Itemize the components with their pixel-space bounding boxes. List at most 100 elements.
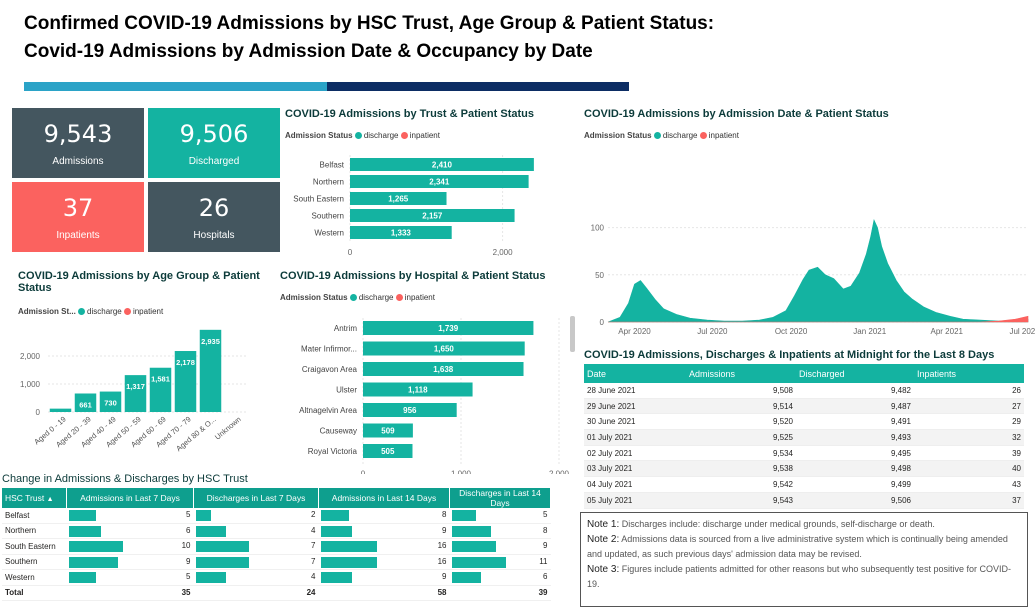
note-2-label: Note 2: <box>587 534 620 545</box>
hospitals-value: 26 <box>198 194 230 222</box>
legend-inpatient[interactable]: inpatient <box>409 131 440 140</box>
table-row[interactable]: 03 July 2021 9,538 9,498 40 <box>584 460 1024 478</box>
data-label: 1,265 <box>388 195 409 204</box>
bar[interactable] <box>363 362 524 376</box>
table-row[interactable]: 01 July 2021 9,525 9,493 32 <box>584 429 1024 446</box>
data-label: 1,317 <box>126 382 145 391</box>
table-row[interactable]: Belfast 5 2 8 5 <box>2 508 551 524</box>
column-header-discharged[interactable]: Discharged <box>796 364 914 383</box>
series-area-discharge[interactable] <box>607 219 1029 323</box>
legend-discharge[interactable]: discharge <box>363 131 399 140</box>
data-bar <box>451 525 491 537</box>
series-area-inpatient[interactable] <box>608 315 1029 323</box>
table-row[interactable]: 30 June 2021 9,520 9,491 29 <box>584 413 1024 431</box>
y-tick-label: 0 <box>36 408 41 417</box>
note-2-text: Admissions data is sourced from a live a… <box>587 534 1008 559</box>
trust-chart-title: COVID-19 Admissions by Trust & Patient S… <box>285 108 534 120</box>
legend-inpatient[interactable]: inpatient <box>708 131 739 140</box>
bar[interactable] <box>350 209 515 222</box>
bar[interactable] <box>124 375 147 412</box>
x-tick-label: 2,000 <box>493 248 514 257</box>
bar[interactable] <box>363 423 413 438</box>
bar[interactable] <box>350 158 534 171</box>
data-label: 1,118 <box>408 386 428 395</box>
column-header-inpatients[interactable]: Inpatients <box>914 364 1024 383</box>
column-header-admissions-14[interactable]: Admissions in Last 14 Days <box>318 488 450 508</box>
discharged-card[interactable]: 9,506 Discharged <box>148 108 280 178</box>
table-row[interactable]: Northern 6 4 9 8 <box>2 523 551 539</box>
column-header-discharges-14[interactable]: Discharges in Last 14 Days <box>449 488 551 508</box>
discharge-dot-icon <box>653 132 661 139</box>
bar[interactable] <box>350 175 529 188</box>
bar[interactable] <box>149 367 172 412</box>
column-header-discharges-7[interactable]: Discharges in Last 7 Days <box>193 488 319 508</box>
bar[interactable] <box>363 341 525 356</box>
data-label: 2,935 <box>201 337 220 346</box>
bar[interactable] <box>363 403 457 417</box>
table-cell: 43 <box>914 476 1024 493</box>
table-row[interactable]: 02 July 2021 9,534 9,495 39 <box>584 445 1024 462</box>
bar[interactable] <box>49 408 72 412</box>
table-cell: 32 <box>914 429 1024 446</box>
bar[interactable] <box>350 192 447 205</box>
admissions-card[interactable]: 9,543 Admissions <box>12 108 144 178</box>
table-cell: 29 June 2021 <box>584 398 686 415</box>
x-tick-label: 0 <box>361 470 366 475</box>
table-row[interactable]: 05 July 2021 9,543 9,506 37 <box>584 492 1024 509</box>
table-cell: 02 July 2021 <box>584 445 686 462</box>
legend-inpatient[interactable]: inpatient <box>132 307 164 316</box>
column-header-admissions-7[interactable]: Admissions in Last 7 Days <box>66 488 194 508</box>
hospitals-label: Hospitals <box>193 230 235 241</box>
table-row[interactable]: 29 June 2021 9,514 9,487 27 <box>584 398 1024 415</box>
legend-discharge[interactable]: discharge <box>662 131 698 140</box>
data-bar <box>195 525 226 537</box>
hospitals-card[interactable]: 26 Hospitals <box>148 182 280 252</box>
inpatients-card[interactable]: 37 Inpatients <box>12 182 144 252</box>
data-bar <box>68 541 123 552</box>
note-2: Note 2: Admissions data is sourced from … <box>587 532 1021 562</box>
legend-discharge[interactable]: discharge <box>87 307 122 316</box>
value-cell: 5 <box>66 508 194 524</box>
table-row[interactable]: 04 July 2021 9,542 9,499 43 <box>584 476 1024 493</box>
bar[interactable] <box>363 382 473 397</box>
bar[interactable] <box>199 329 222 412</box>
category-label: Causeway <box>320 427 357 436</box>
bar[interactable] <box>99 391 122 412</box>
column-header-admissions[interactable]: Admissions <box>686 364 796 383</box>
table-row[interactable]: South Eastern 10 7 16 9 <box>2 538 551 555</box>
data-bar <box>68 556 118 568</box>
column-header-hsc-trust[interactable]: HSC Trust ▲ <box>2 488 67 508</box>
data-bar <box>451 510 476 521</box>
timeline-area-chart: 0 50 100 Apr 2020 Jul 2020 Oct 2020 Jan 2021 Ap… <box>591 219 1035 336</box>
x-tick-label: Jul 2020 <box>697 327 728 336</box>
hospital-chart-scrollbar[interactable] <box>570 316 575 352</box>
y-tick-label: 100 <box>591 224 605 233</box>
x-tick-label: 2,000 <box>549 470 570 475</box>
bar[interactable] <box>174 351 197 412</box>
data-label: 1,638 <box>433 365 454 374</box>
total-value-text: 58 <box>437 587 447 597</box>
legend-discharge[interactable]: discharge <box>358 293 394 302</box>
x-tick-label: Apr 2020 <box>618 327 651 336</box>
value-cell: 8 <box>318 508 450 524</box>
table-cell: 37 <box>914 492 1024 509</box>
legend-inpatient[interactable]: inpatient <box>404 293 435 302</box>
category-label: Ulster <box>336 386 357 395</box>
bar[interactable] <box>74 393 97 412</box>
data-label: 730 <box>104 399 117 408</box>
bar[interactable] <box>363 321 534 335</box>
note-1: Note 1: Discharges include: discharge un… <box>587 517 1021 532</box>
notes-box: Note 1: Discharges include: discharge un… <box>580 512 1028 607</box>
discharge-dot-icon <box>349 294 357 301</box>
value-cell: 7 <box>193 554 319 570</box>
table-row[interactable]: Western 5 4 9 6 <box>2 569 551 586</box>
bar[interactable] <box>363 444 413 458</box>
page-title-line-2: Covid-19 Admissions by Admission Date & … <box>24 41 593 62</box>
hospital-chart-legend: Admission Status discharge inpatient <box>280 293 435 302</box>
table-row[interactable]: 28 June 2021 9,508 9,482 26 <box>584 383 1024 399</box>
bar[interactable] <box>350 226 452 239</box>
table-cell: 05 July 2021 <box>584 492 686 509</box>
table-row[interactable]: Southern 9 7 16 11 <box>2 554 551 570</box>
column-header-date[interactable]: Date <box>584 364 686 383</box>
header-accent-bar-light <box>24 82 327 91</box>
